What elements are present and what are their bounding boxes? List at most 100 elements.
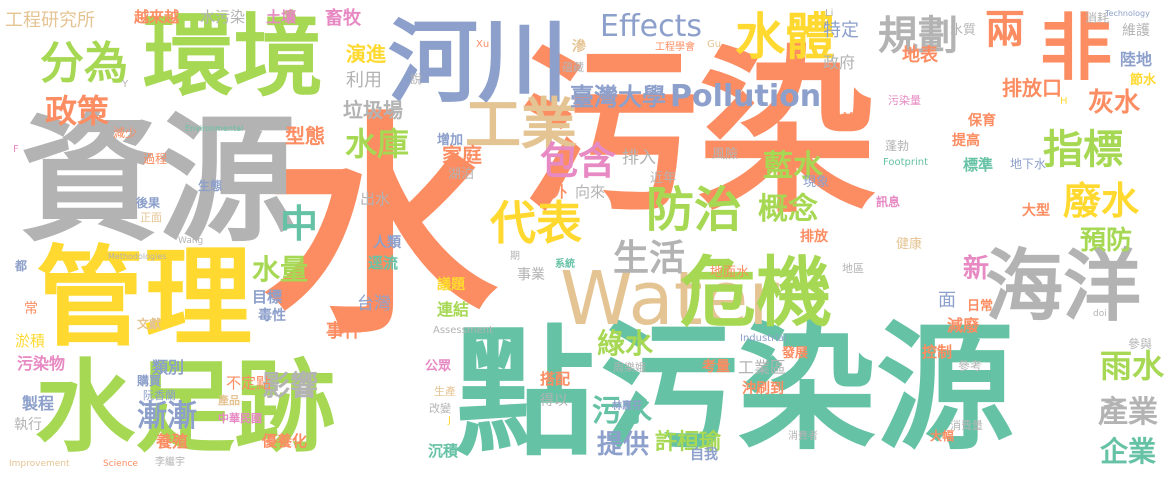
word-wuran: 污染 — [520, 30, 876, 237]
word-dou: 都 — [15, 259, 28, 273]
word-shuo: 說 — [410, 72, 423, 86]
word-yuelaiyue: 越來越 — [134, 8, 180, 26]
word-gongzhong: 公眾 — [425, 359, 452, 374]
word-yangzhi: 養殖 — [156, 432, 189, 451]
word-assessment: Assessment — [433, 325, 493, 336]
word-shuiku: 水庫 — [345, 125, 410, 163]
word-zhicheng: 製程 — [22, 394, 55, 413]
word-xianglai: 向來 — [575, 183, 606, 201]
word-lajichang: 垃圾場 — [343, 98, 403, 122]
word-guocheng: 過程 — [143, 152, 168, 166]
word-jiating: 家庭 — [442, 143, 482, 167]
word-shengchan: 生產 — [434, 385, 456, 398]
word-duxing: 毒性 — [258, 308, 286, 324]
word-ludi: 陸地 — [1120, 50, 1153, 69]
word-renlei: 人類 — [373, 235, 401, 251]
word-chushui: 出水 — [360, 190, 391, 208]
word-goumai: 購買 — [137, 374, 162, 388]
word-shui: 水 — [262, 93, 497, 366]
word-xiaofeiliang: 消費量 — [950, 419, 983, 432]
word-yuji: 淤積 — [15, 332, 46, 350]
word-hupo: 湖泊 — [448, 167, 475, 182]
word-technology: Technology — [1105, 9, 1150, 18]
word-gainian: 概念 — [758, 192, 818, 227]
word-gu: Gu — [707, 39, 722, 50]
word-zhixing: 執行 — [14, 417, 42, 433]
word-improvement: Improvement — [9, 459, 70, 469]
word-dimianshui: 地面水 — [710, 265, 750, 280]
word-hechuan: 河川 — [388, 10, 568, 115]
word-daibiao: 代表 — [490, 196, 582, 250]
word-shijian: 事件 — [326, 321, 362, 342]
word-wenxian: 文獻 — [137, 317, 162, 331]
word-shuizuji: 水足跡 — [35, 349, 335, 466]
word-budingdian: 不定點 — [226, 374, 272, 392]
word-chongshuadao: 沖刷到 — [742, 381, 784, 397]
word-dibiao: 地表 — [902, 45, 938, 66]
word-cankao: 參考 — [958, 359, 983, 373]
word-yiti: 議題 — [437, 277, 465, 293]
word-footprint: Footprint — [883, 157, 929, 168]
word-dafu: 大幅 — [930, 429, 955, 443]
word-qiye: 企業 — [1100, 435, 1157, 468]
word-shuiti: 水體 — [735, 8, 835, 66]
word-guihua: 規劃 — [878, 13, 958, 59]
word-h: H — [1060, 96, 1068, 107]
word-chang: 常 — [24, 301, 38, 317]
word-dixiashui: 地下水 — [1010, 157, 1047, 171]
word-jingliu: 逕流 — [368, 254, 399, 272]
word-weiji: 危機 — [680, 248, 832, 337]
word-y: Y — [122, 79, 129, 90]
word-teding: 特定 — [823, 20, 859, 41]
word-shuizhi: 水質 — [950, 23, 977, 38]
word-lianjie: 連結 — [437, 300, 470, 319]
word-wushui: 污水 — [592, 394, 652, 429]
word-weihu: 維護 — [1122, 23, 1150, 39]
word-zhengce: 政策 — [45, 92, 110, 130]
word-jianjian: 漸漸 — [137, 399, 197, 434]
word-shiye: 事業 — [517, 267, 545, 283]
word-shuiwuran: 水污染 — [200, 8, 246, 26]
word-f: F — [13, 144, 19, 155]
word-chanye: 產業 — [1098, 395, 1158, 430]
word-xuhuanyu: 許桓瑜 — [655, 430, 722, 455]
word-mubiao: 目標 — [252, 288, 283, 306]
word-xunxi: 訊息 — [876, 195, 901, 209]
word-shuiliang: 水量 — [252, 253, 309, 286]
word-gaishan: 改善 — [824, 111, 857, 130]
word-zhong: 中 — [280, 202, 319, 246]
word-youyanghua: 優養化 — [262, 432, 308, 450]
word-zhengmian: 正面 — [140, 211, 162, 224]
word-fei: 非 — [1040, 6, 1113, 90]
word-zhengfu: 政府 — [823, 53, 856, 72]
word-baoyu: 保育 — [968, 113, 996, 129]
word-gongye: 工業 — [465, 93, 577, 158]
word-ziyuan: 資源 — [20, 100, 297, 261]
word-li: Li — [825, 8, 834, 19]
word-turang: 土壤 — [266, 8, 297, 26]
word-tigao: 提高 — [952, 133, 980, 149]
word-xiaofeizhe: 消費者 — [788, 431, 818, 442]
word-industrial: Industrial — [740, 333, 787, 344]
word-jinnian: 近年 — [650, 171, 677, 186]
word-methodologies: Methodologies — [108, 252, 167, 261]
word-huishui: 灰水 — [1088, 88, 1141, 118]
word-richang: 日常 — [967, 299, 994, 314]
word-yushui: 雨水 — [1100, 347, 1165, 385]
word-jianfei: 減廢 — [947, 316, 980, 335]
word-fangzhi: 防治 — [646, 182, 743, 238]
word-canyu: 參與 — [1128, 337, 1153, 351]
word-gongchengyanjiusuo: 工程研究所 — [5, 10, 95, 31]
word-water: Water — [560, 256, 779, 342]
word-xumu: 畜牧 — [325, 8, 361, 29]
word-xin: 新 — [963, 254, 990, 284]
word-wang: Wang — [178, 236, 204, 246]
word-huanjing: 環境 — [143, 4, 323, 109]
word-qi: 期 — [510, 251, 520, 262]
word-yanjin: 演進 — [346, 42, 386, 66]
word-dian: 點 — [455, 313, 596, 476]
word-chanpin: 產品 — [218, 394, 240, 407]
word-kaoliang: 考量 — [702, 359, 730, 375]
word-daxing: 大型 — [1022, 203, 1050, 219]
word-shenghuo: 生活 — [613, 238, 686, 279]
